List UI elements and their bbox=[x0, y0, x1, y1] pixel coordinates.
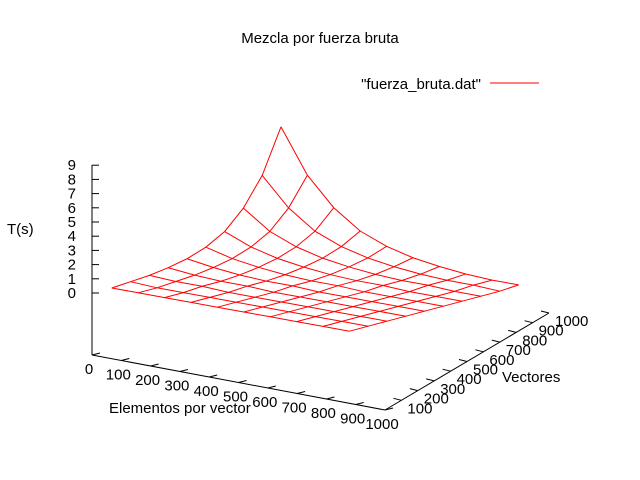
y-tick-mark bbox=[409, 388, 418, 392]
x-tick-label: 400 bbox=[194, 383, 219, 400]
x-tick-mark bbox=[238, 380, 247, 383]
x-tick-label: 600 bbox=[252, 394, 277, 411]
surface-line-const-y bbox=[149, 274, 388, 322]
y-axis-label: Vectores bbox=[502, 369, 560, 386]
x-tick-label: 100 bbox=[106, 367, 131, 384]
chart-title: Mezcla por fuerza bruta bbox=[241, 30, 399, 47]
z-tick-label: 3 bbox=[68, 242, 76, 259]
y-tick-mark bbox=[475, 349, 484, 353]
surface-line-const-y bbox=[111, 287, 350, 332]
x-tick-mark bbox=[179, 369, 189, 372]
z-tick-label: 4 bbox=[68, 228, 76, 245]
surface-line-const-x bbox=[349, 284, 519, 332]
z-tick-label: 8 bbox=[68, 171, 76, 188]
surface-line-const-y bbox=[130, 281, 369, 327]
x-tick-label: 300 bbox=[164, 378, 189, 395]
x-tick-mark bbox=[91, 352, 101, 356]
y-tick-label: 200 bbox=[424, 391, 449, 408]
surface-line-const-x bbox=[296, 273, 466, 323]
z-tick-label: 6 bbox=[68, 200, 76, 217]
y-tick-label: 500 bbox=[473, 362, 498, 379]
x-tick-label: 900 bbox=[340, 411, 365, 428]
surface-line-const-x bbox=[270, 266, 440, 318]
x-tick-label: 700 bbox=[282, 400, 307, 417]
y-tick-mark bbox=[426, 378, 435, 382]
y-tick-label: 600 bbox=[489, 352, 514, 369]
z-tick-label: 2 bbox=[68, 257, 76, 274]
y-tick-label: 300 bbox=[440, 381, 465, 398]
y-tick-mark bbox=[491, 339, 500, 343]
x-tick-mark bbox=[150, 363, 159, 367]
x-tick-mark bbox=[267, 385, 276, 389]
x-tick-label: 0 bbox=[85, 361, 93, 378]
x-tick-mark bbox=[326, 396, 335, 400]
x-tick-label: 1000 bbox=[365, 416, 398, 433]
y-tick-label: 100 bbox=[407, 400, 432, 417]
z-axis-label: T(s) bbox=[7, 221, 34, 238]
surface-line-const-x bbox=[243, 257, 414, 313]
x-tick-label: 200 bbox=[135, 372, 160, 389]
y-tick-mark bbox=[458, 359, 468, 362]
y-tick-mark bbox=[540, 310, 550, 314]
x-tick-mark bbox=[296, 391, 306, 394]
x-tick-mark bbox=[384, 407, 394, 411]
y-tick-label: 700 bbox=[506, 342, 531, 359]
x-tick-label: 500 bbox=[223, 389, 248, 406]
surface-line-const-x bbox=[138, 174, 308, 294]
z-tick-label: 5 bbox=[68, 214, 76, 231]
surface-line-const-x bbox=[322, 279, 493, 327]
surface-line-const-y bbox=[205, 246, 444, 307]
y-tick-label: 1000 bbox=[555, 313, 588, 330]
x-tick-mark bbox=[209, 374, 218, 378]
surface-mesh bbox=[111, 126, 519, 332]
y-tick-mark bbox=[508, 329, 517, 333]
surface-line-const-x bbox=[217, 245, 387, 308]
z-tick-label: 7 bbox=[68, 186, 76, 203]
x-tick-mark bbox=[355, 402, 364, 405]
z-tick-label: 1 bbox=[68, 271, 76, 288]
y-tick-mark bbox=[393, 397, 402, 401]
surface-line-const-x bbox=[190, 230, 361, 303]
tick-labels-group: 0 100 200 300 400 500 600 700 800 900 100010020030… bbox=[68, 157, 589, 433]
surface-line-const-y bbox=[168, 267, 406, 317]
y-tick-mark bbox=[442, 368, 451, 372]
y-tick-label: 900 bbox=[539, 323, 564, 340]
x-tick-mark bbox=[121, 358, 130, 361]
z-tick-label: 9 bbox=[68, 157, 76, 174]
y-tick-mark bbox=[524, 320, 533, 324]
surface-line-const-x bbox=[164, 207, 335, 299]
surface-line-const-y bbox=[280, 126, 519, 286]
surface-line-const-y bbox=[261, 175, 500, 292]
legend-label: "fuerza_bruta.dat" bbox=[361, 76, 481, 93]
surface-line-const-y bbox=[243, 207, 482, 297]
surface-line-const-y bbox=[186, 258, 425, 312]
x-tick-label: 800 bbox=[311, 405, 336, 422]
surface-line-const-x bbox=[111, 126, 282, 289]
y-tick-label: 800 bbox=[522, 332, 547, 349]
z-tick-label: 0 bbox=[68, 285, 76, 302]
y-tick-label: 400 bbox=[457, 371, 482, 388]
surface-line-const-y bbox=[224, 231, 463, 302]
x-axis-label: Elementos por vector bbox=[109, 400, 251, 417]
